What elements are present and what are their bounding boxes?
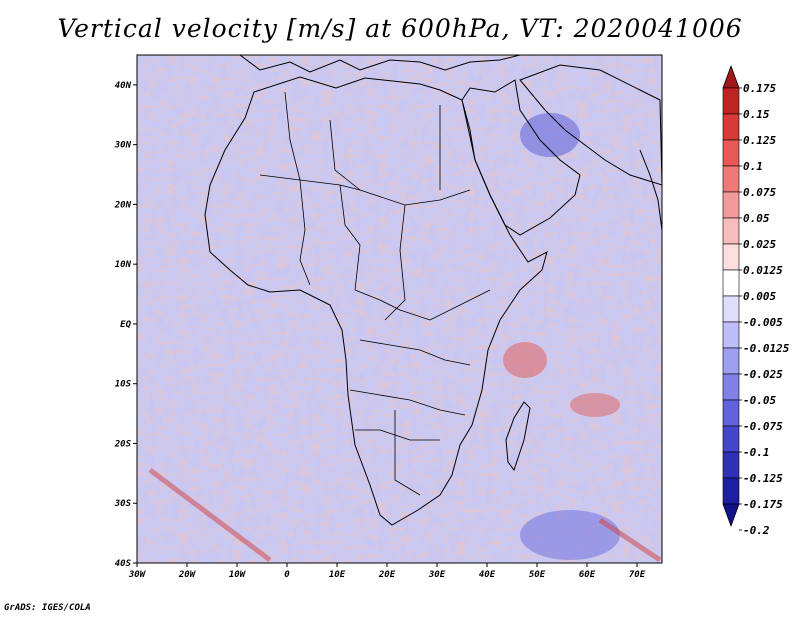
x-tick-label: 30E — [428, 570, 446, 580]
colorbar-label: 0.05 — [743, 212, 770, 225]
colorbar-label: 0.075 — [743, 186, 776, 199]
colorbar-box — [722, 243, 740, 271]
colorbar: 0.175 0.15 0.125 0.1 0.075 0.05 0.025 0.0125 0.0… — [722, 64, 790, 537]
border-12 — [284, 91, 301, 181]
india-coastline — [639, 149, 662, 231]
colorbar-label: 0.005 — [743, 290, 776, 303]
colorbar-label: 0.15 — [743, 108, 770, 121]
iran-updraft-region — [520, 113, 580, 157]
x-tick-label: 20W — [178, 570, 197, 580]
x-tick-label: 50E — [529, 570, 546, 580]
south-indian-ocean-downdraft-region — [520, 510, 620, 560]
colorbar-box — [722, 217, 740, 245]
y-tick-label: 10N — [115, 260, 132, 270]
x-tick-label: 10W — [229, 570, 247, 580]
europe-coastline — [239, 55, 521, 73]
chart-title: Vertical velocity [m/s] at 600hPa, VT: 2… — [57, 14, 743, 43]
y-tick-label: 30N — [114, 141, 132, 151]
colorbar-box — [722, 87, 740, 115]
y-tick-label: 40N — [115, 81, 132, 91]
footer-credit: GrADS: IGES/COLA — [4, 603, 91, 613]
colorbar-box — [722, 139, 740, 167]
x-axis: 30W 20W 10W 0 10E 20E 30E 40E 50E 60E 70E — [128, 563, 646, 580]
africa-coastline — [204, 76, 548, 526]
y-tick-label: EQ — [120, 320, 131, 330]
colorbar-box — [722, 477, 740, 505]
colorbar-box — [722, 295, 740, 323]
colorbar-label: 0.0125 — [743, 264, 783, 277]
x-tick-label: 40E — [479, 570, 496, 580]
colorbar-label: -0.2 — [743, 524, 770, 537]
colorbar-label: 0.1 — [743, 160, 763, 173]
colorbar-label: -0.075 — [743, 420, 783, 433]
x-tick-label: 60E — [579, 570, 596, 580]
border-9 — [394, 410, 421, 496]
colorbar-box — [722, 451, 740, 479]
colorbar-label: -0.05 — [743, 394, 776, 407]
x-tick-label: 30W — [128, 570, 147, 580]
colorbar-label: -0.025 — [743, 368, 783, 381]
colorbar-label: 0.125 — [743, 134, 776, 147]
persian-region-coastline — [519, 64, 662, 186]
y-tick-label: 40S — [115, 559, 132, 569]
indian-ocean-updraft-region — [570, 393, 620, 417]
x-tick-label: 20E — [378, 570, 396, 580]
colorbar-box — [722, 347, 740, 375]
map-frame — [136, 54, 663, 564]
colorbar-box — [722, 373, 740, 401]
border-5 — [354, 289, 491, 321]
x-tick-label: 10E — [329, 570, 346, 580]
arabian-sea-updraft-region — [503, 342, 547, 378]
x-tick-label: 70E — [629, 570, 646, 580]
colorbar-box — [722, 399, 740, 427]
colorbar-label: -0.0125 — [743, 342, 790, 355]
x-tick-label: 0 — [284, 570, 290, 580]
border-3 — [339, 184, 361, 291]
southwest-atlantic-band — [148, 468, 272, 562]
border-4 — [384, 204, 406, 321]
arabia-coastline — [461, 79, 581, 236]
madagascar-coastline — [505, 401, 531, 472]
colorbar-label: -0.125 — [743, 472, 783, 485]
y-tick-label: 20S — [114, 439, 132, 449]
colorbar-box — [722, 191, 740, 219]
colorbar-label: 0.175 — [743, 82, 776, 95]
colorbar-box — [722, 321, 740, 349]
colorbar-bottom-arrow — [722, 503, 740, 528]
colorbar-box — [722, 425, 740, 453]
border-11 — [329, 119, 361, 191]
southeast-band — [598, 517, 662, 563]
border-2 — [299, 179, 311, 286]
colorbar-box — [722, 165, 740, 193]
colorbar-label: 0.025 — [743, 238, 776, 251]
y-axis: 40N 30N 20N 10N EQ 10S 20S 30S 40S — [114, 81, 137, 569]
colorbar-label: -0.005 — [743, 316, 783, 329]
border-6 — [359, 339, 471, 366]
colorbar-top-arrow — [722, 64, 740, 89]
colorbar-label: -0.1 — [743, 446, 770, 459]
noise-blue-layer — [137, 55, 662, 563]
colorbar-box — [722, 269, 740, 297]
y-tick-label: 20N — [114, 200, 132, 210]
map-panel — [137, 55, 662, 563]
border-7 — [349, 389, 466, 416]
colorbar-box — [722, 113, 740, 141]
colorbar-label: -0.175 — [743, 498, 783, 511]
y-tick-label: 10S — [115, 380, 132, 390]
y-tick-label: 30S — [114, 499, 132, 509]
